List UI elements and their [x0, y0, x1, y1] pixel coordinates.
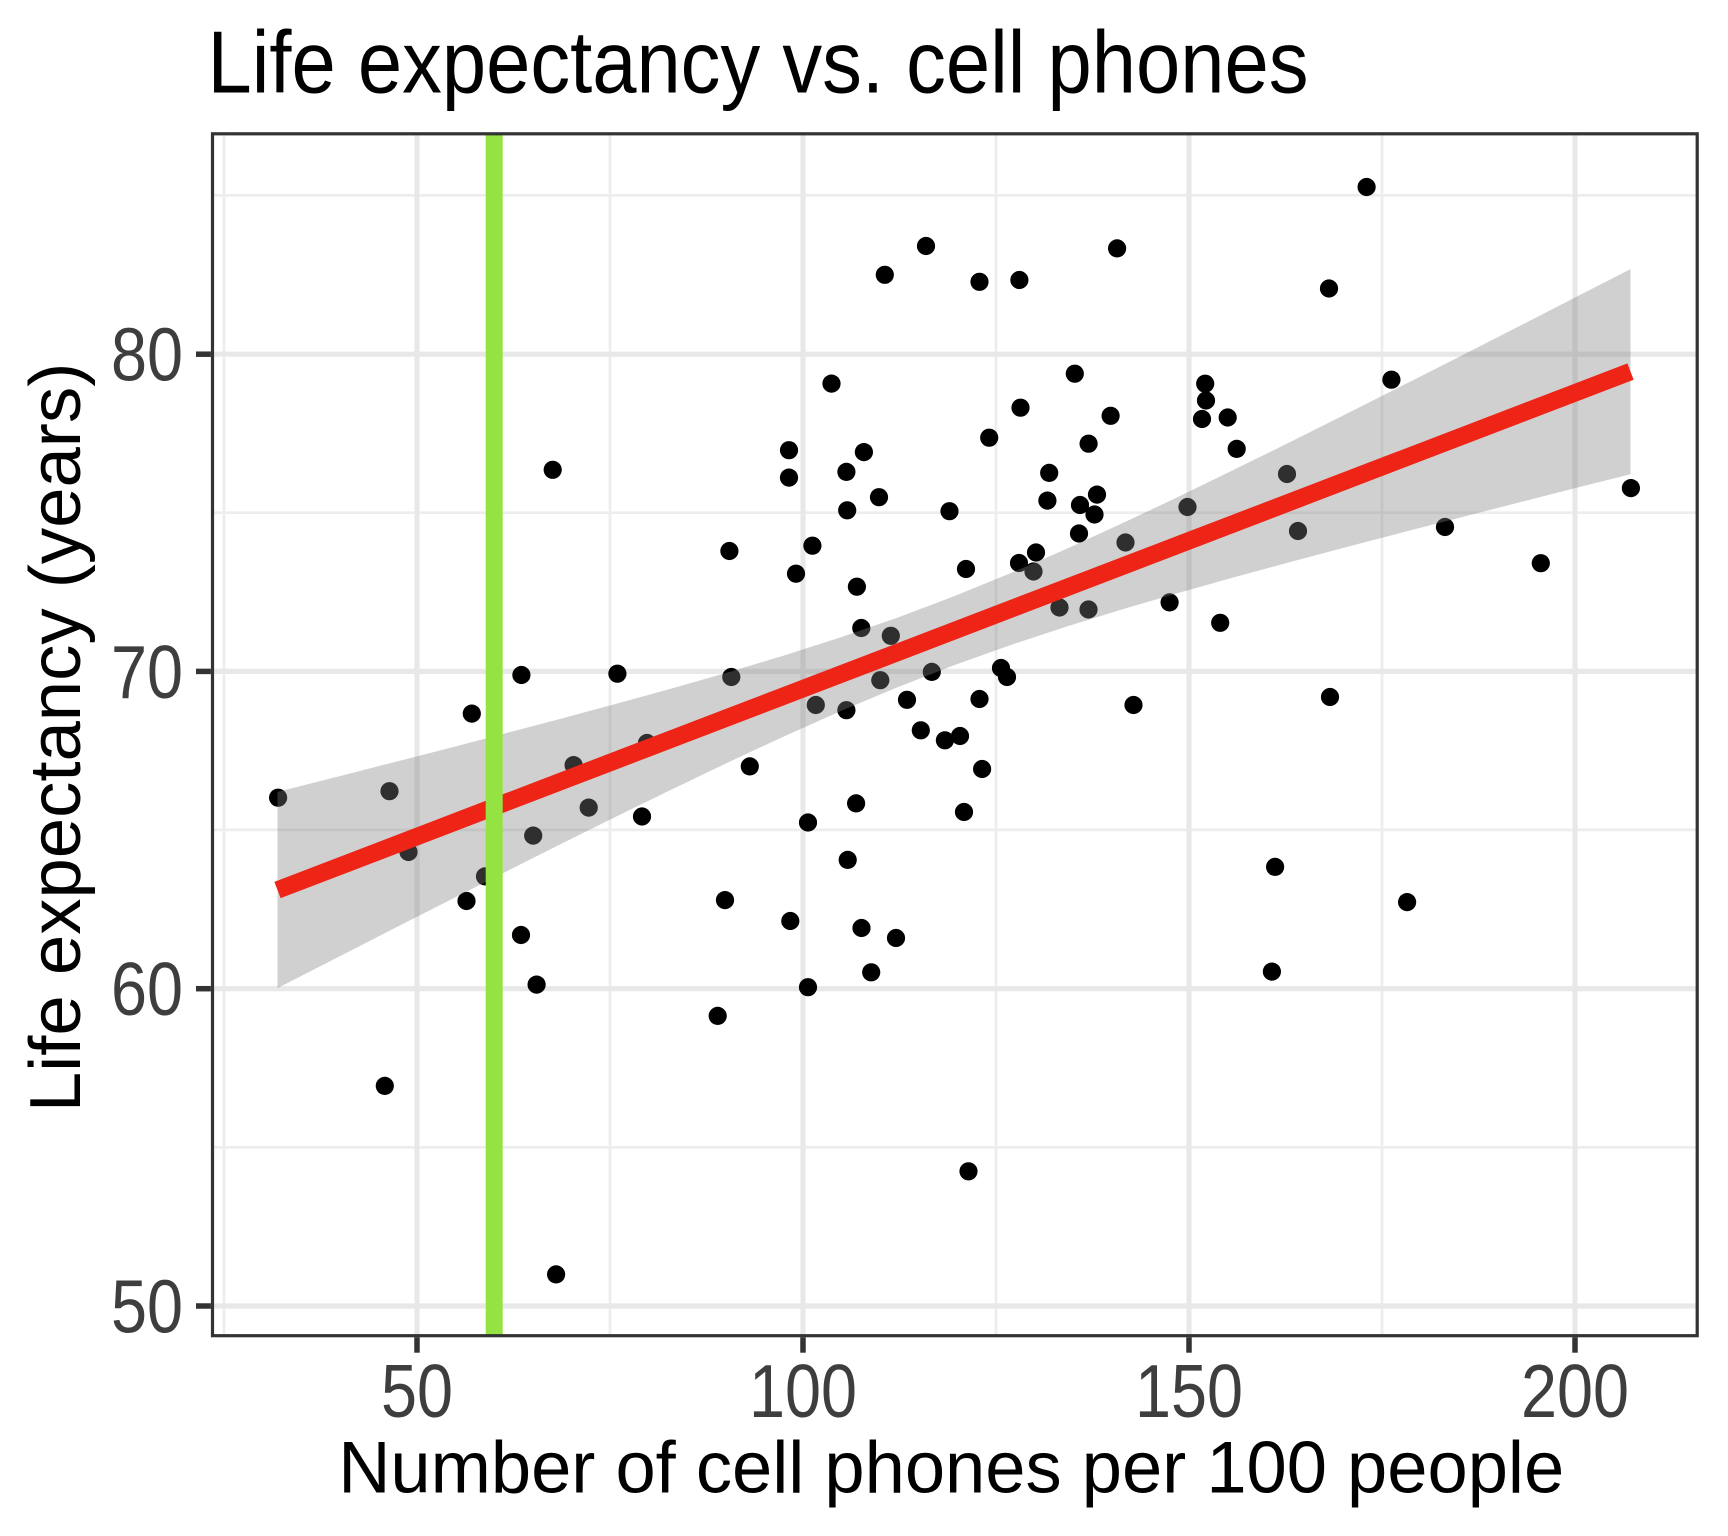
svg-text:200: 200 [1521, 1349, 1629, 1433]
svg-text:Life expectancy (years): Life expectancy (years) [15, 363, 96, 1113]
svg-text:Life expectancy vs. cell phone: Life expectancy vs. cell phones [208, 13, 1309, 112]
svg-text:50: 50 [111, 1264, 183, 1348]
svg-text:100: 100 [749, 1349, 857, 1433]
svg-text:70: 70 [111, 630, 183, 714]
svg-text:60: 60 [111, 947, 183, 1031]
svg-text:50: 50 [381, 1349, 453, 1433]
svg-text:80: 80 [111, 313, 183, 397]
svg-text:Number of cell phones per 100: Number of cell phones per 100 people [338, 1428, 1564, 1509]
svg-text:150: 150 [1135, 1349, 1243, 1433]
